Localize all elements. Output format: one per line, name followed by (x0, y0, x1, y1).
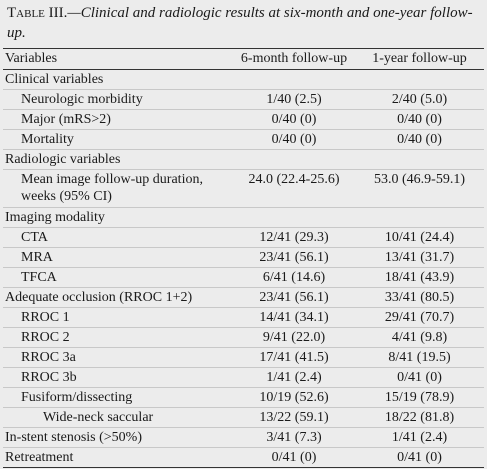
value-cell: 12/41 (29.3) (259, 230, 329, 245)
value-cell: 8/41 (19.5) (388, 350, 451, 365)
data-row: Neurologic morbidity 1/40 (2.5) 2/40 (5.0) (3, 90, 484, 110)
data-row: Fusiform/dissecting 10/19 (52.6) 15/19 (78… (3, 388, 484, 408)
value-cell: 0/40 (0) (271, 132, 317, 147)
value-cell: 13/41 (31.7) (384, 250, 455, 265)
row-label: Major (mRS>2) (21, 112, 111, 127)
value-cell: 17/41 (41.5) (259, 350, 329, 365)
header-cell: 1-year follow-up (372, 51, 467, 66)
header-cell: 6-month follow-up (240, 51, 348, 66)
data-row: RROC 1 14/41 (34.1) 29/41 (70.7) (3, 308, 484, 328)
row-label: RROC 1 (21, 310, 70, 325)
data-row: Mortality 0/40 (0) 0/40 (0) (3, 130, 484, 150)
row-label: RROC 2 (21, 330, 70, 345)
row-label: Neurologic morbidity (21, 92, 143, 107)
data-row: Mean image follow-up duration, weeks (95… (3, 170, 484, 208)
value-cell: 0/40 (0) (271, 112, 317, 127)
row-label: MRA (21, 250, 53, 265)
row-label: RROC 3b (21, 370, 77, 385)
value-cell: 10/19 (52.6) (259, 390, 329, 405)
row-label: Wide-neck saccular (43, 410, 154, 425)
data-row: CTA 12/41 (29.3) 10/41 (24.4) (3, 228, 484, 248)
caption-label: Table III. (7, 5, 68, 21)
value-cell: 53.0 (46.9-59.1) (374, 172, 465, 187)
row-label: Mean image follow-up duration, weeks (95… (21, 172, 203, 204)
data-row: In-stent stenosis (>50%) 3/41 (7.3) 1/41 (… (3, 428, 484, 448)
data-row: Adequate occlusion (RROC 1+2) 23/41 (56.1… (3, 288, 484, 308)
section-row: Imaging modality (3, 208, 484, 228)
data-row: MRA 23/41 (56.1) 13/41 (31.7) (3, 248, 484, 268)
value-cell: 2/40 (5.0) (391, 92, 448, 107)
row-label: Adequate occlusion (RROC 1+2) (5, 290, 193, 305)
value-cell: 14/41 (34.1) (259, 310, 329, 325)
section-row: Clinical variables (3, 70, 484, 90)
table: Variables 6-month follow-up 1-year follo… (3, 48, 484, 468)
data-row: TFCA 6/41 (14.6) 18/41 (43.9) (3, 268, 484, 288)
value-cell: 15/19 (78.9) (384, 390, 455, 405)
value-cell: 0/40 (0) (397, 112, 442, 127)
value-cell: 33/41 (80.5) (384, 290, 455, 305)
value-cell: 0/41 (0) (397, 450, 442, 465)
data-row: Retreatment 0/41 (0) 0/41 (0) (3, 448, 484, 467)
value-cell: 29/41 (70.7) (384, 310, 455, 325)
row-label: CTA (21, 230, 48, 245)
table-caption: Table III.—Clinical and radiologic resul… (7, 3, 477, 43)
value-cell: 1/40 (2.5) (266, 92, 322, 107)
row-label: Radiologic variables (5, 152, 121, 167)
data-row: RROC 3b 1/41 (2.4) 0/41 (0) (3, 368, 484, 388)
row-label: Fusiform/dissecting (21, 390, 133, 405)
value-cell: 24.0 (22.4-25.6) (248, 172, 340, 187)
row-label: Imaging modality (5, 210, 105, 225)
row-label: RROC 3a (21, 350, 76, 365)
row-label: Retreatment (5, 450, 74, 465)
row-label: TFCA (21, 270, 57, 285)
value-cell: 0/41 (0) (271, 450, 317, 465)
value-cell: 6/41 (14.6) (262, 270, 326, 285)
section-row: Radiologic variables (3, 150, 484, 170)
data-row: RROC 2 9/41 (22.0) 4/41 (9.8) (3, 328, 484, 348)
value-cell: 1/41 (2.4) (266, 370, 322, 385)
value-cell: 18/41 (43.9) (384, 270, 455, 285)
value-cell: 3/41 (7.3) (266, 430, 322, 445)
value-cell: 18/22 (81.8) (384, 410, 455, 425)
value-cell: 23/41 (56.1) (259, 290, 329, 305)
value-cell: 23/41 (56.1) (259, 250, 329, 265)
row-label: In-stent stenosis (>50%) (5, 430, 142, 445)
data-row: Wide-neck saccular 13/22 (59.1) 18/22 (81.… (3, 408, 484, 428)
caption-title: —Clinical and radiologic results at six-… (7, 5, 473, 41)
row-label: Mortality (21, 132, 74, 147)
value-cell: 1/41 (2.4) (391, 430, 448, 445)
row-label: Clinical variables (5, 72, 104, 87)
value-cell: 0/41 (0) (397, 370, 442, 385)
data-row: RROC 3a 17/41 (41.5) 8/41 (19.5) (3, 348, 484, 368)
header-cell: Variables (5, 51, 58, 66)
value-cell: 10/41 (24.4) (384, 230, 455, 245)
value-cell: 0/40 (0) (397, 132, 442, 147)
value-cell: 4/41 (9.8) (391, 330, 448, 345)
value-cell: 9/41 (22.0) (262, 330, 326, 345)
data-row: Major (mRS>2) 0/40 (0) 0/40 (0) (3, 110, 484, 130)
value-cell: 13/22 (59.1) (259, 410, 329, 425)
header-row: Variables 6-month follow-up 1-year follo… (3, 49, 484, 70)
